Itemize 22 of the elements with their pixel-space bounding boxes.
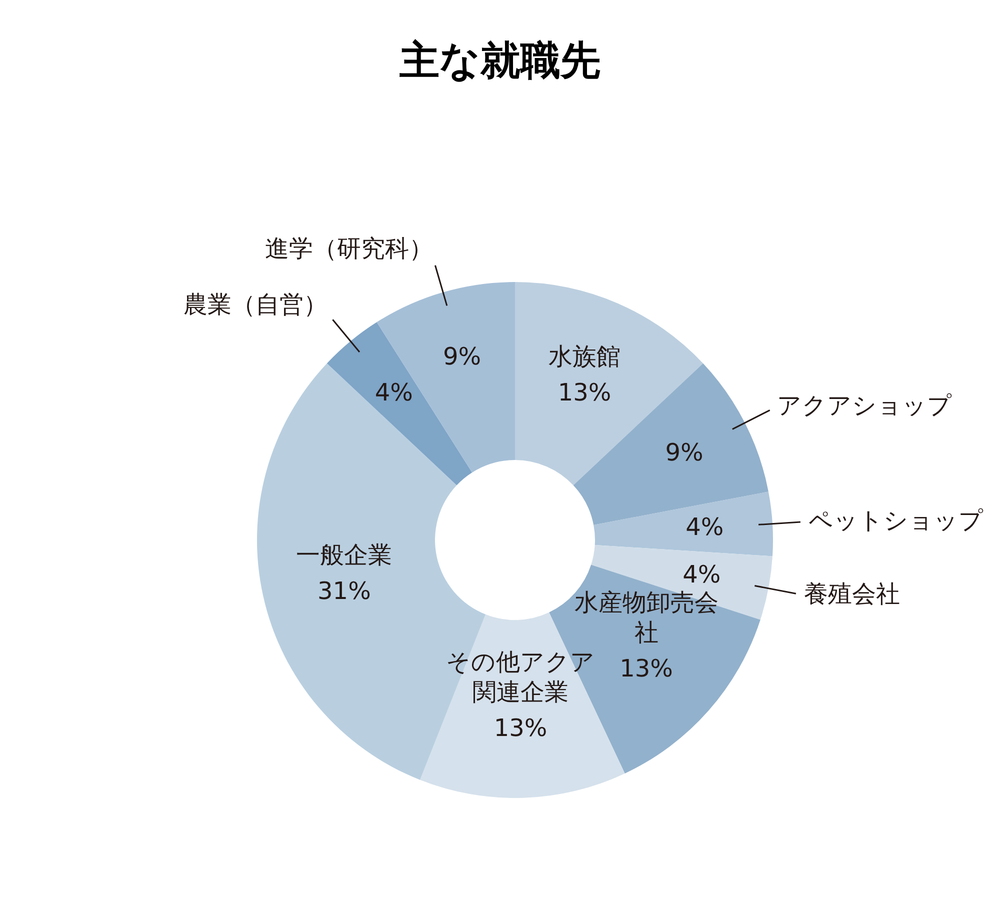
slice-label: ペットショップ [808, 506, 984, 535]
donut-slice [376, 282, 515, 472]
data-label: 13% [494, 714, 548, 742]
data-label: 4% [682, 560, 721, 589]
data-label: 4% [374, 378, 413, 407]
data-label: 31% [318, 577, 371, 606]
data-label: 4% [686, 513, 724, 542]
slice-label: 水族館 [548, 342, 620, 370]
data-label: 13% [558, 378, 612, 406]
data-label: 13% [620, 654, 673, 683]
chart-title: 主な就職先 [398, 38, 600, 84]
slice-label: 水産物卸売会社 [574, 588, 718, 647]
slice-label: 進学（研究科） [264, 234, 433, 263]
data-label: 9% [442, 342, 482, 371]
donut-slice [594, 492, 773, 556]
slice-label: 養殖会社 [804, 580, 900, 608]
slice-label: その他アクア関連企業 [446, 648, 595, 706]
slice-label: 農業（自営） [184, 290, 328, 318]
donut-slice [515, 282, 704, 486]
slice-label: 一般企業 [296, 541, 392, 570]
data-label: 9% [665, 438, 704, 467]
slice-label: アクアショップ [776, 392, 952, 420]
